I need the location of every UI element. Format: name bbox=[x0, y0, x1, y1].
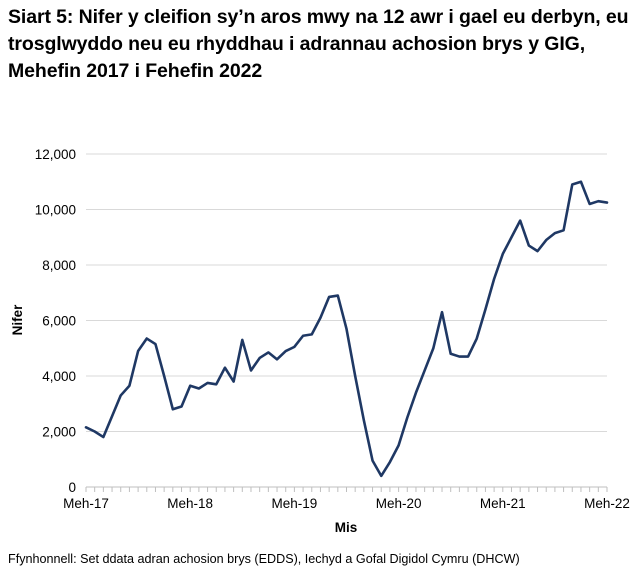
y-tick-label: 8,000 bbox=[42, 258, 76, 273]
data-series-line bbox=[84, 180, 609, 478]
x-axis-title: Mis bbox=[335, 520, 358, 535]
x-tick-label: Meh-19 bbox=[272, 496, 318, 511]
y-tick-label: 10,000 bbox=[35, 203, 76, 218]
x-tick-label: Meh-17 bbox=[63, 496, 109, 511]
gridlines-group bbox=[86, 153, 607, 432]
y-axis-title: Nifer bbox=[10, 304, 25, 336]
page-title: Siart 5: Nifer y cleifion sy’n aros mwy … bbox=[8, 6, 629, 82]
chart-plot-area: 0 2,000 4,000 6,000 8,000 10,000 12,000 Meh-17… bbox=[0, 138, 643, 538]
y-tick-label: 12,000 bbox=[35, 147, 76, 162]
y-axis-tick-labels: 0 2,000 4,000 6,000 8,000 10,000 12,000 bbox=[35, 147, 76, 495]
y-tick-label: 4,000 bbox=[42, 369, 76, 384]
x-tick-label: Meh-18 bbox=[167, 496, 213, 511]
x-axis-ticks bbox=[85, 487, 608, 492]
y-tick-label: 6,000 bbox=[42, 314, 76, 329]
x-tick-label: Meh-22 bbox=[584, 496, 630, 511]
line-chart-svg: 0 2,000 4,000 6,000 8,000 10,000 12,000 Meh-17… bbox=[10, 147, 630, 535]
y-tick-label: 2,000 bbox=[42, 425, 76, 440]
x-tick-label: Meh-20 bbox=[376, 496, 422, 511]
x-axis-tick-labels: Meh-17 Meh-18 Meh-19 Meh-20 Meh-21 Meh-22 bbox=[63, 496, 630, 511]
y-tick-label: 0 bbox=[68, 480, 76, 495]
source-footnote: Ffynhonnell: Set ddata adran achosion br… bbox=[8, 552, 520, 566]
x-tick-label: Meh-21 bbox=[480, 496, 526, 511]
